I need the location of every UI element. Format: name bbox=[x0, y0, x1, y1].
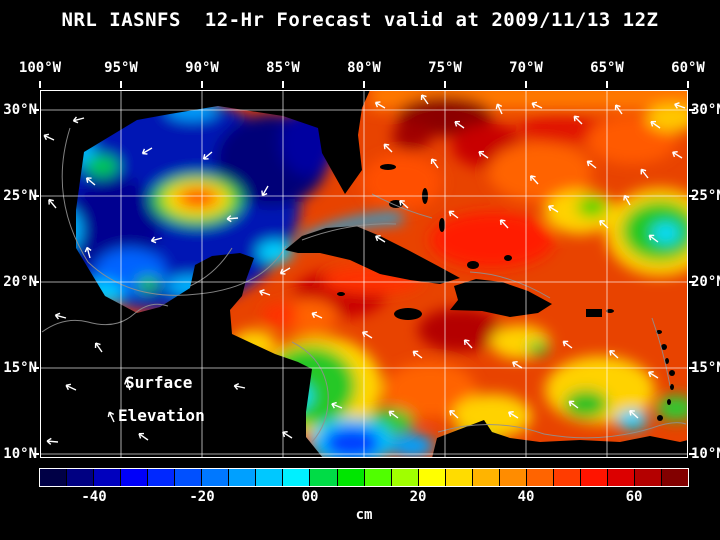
colorbar-tick-label: -40 bbox=[81, 489, 107, 505]
land-bahamas bbox=[504, 255, 512, 261]
land-virgin-islands bbox=[606, 309, 614, 313]
colorbar-unit-label: cm bbox=[355, 507, 373, 523]
colorbar-segment bbox=[553, 469, 580, 486]
colorbar-tick-label: 60 bbox=[625, 489, 643, 505]
colorbar-segment bbox=[256, 469, 283, 486]
lon-label: 70°W bbox=[509, 60, 543, 76]
lat-label: 25°N bbox=[3, 188, 37, 204]
lat-label: 10°N bbox=[691, 446, 720, 462]
lat-label: 15°N bbox=[691, 360, 720, 376]
axis-tick bbox=[444, 81, 446, 88]
lon-label: 60°W bbox=[671, 60, 705, 76]
lon-label: 95°W bbox=[104, 60, 138, 76]
colorbar-segment bbox=[662, 469, 689, 486]
axis-tick bbox=[525, 81, 527, 88]
page-title: NRL IASNFS 12-Hr Forecast valid at 2009/… bbox=[61, 9, 659, 31]
lat-label: 10°N bbox=[3, 446, 37, 462]
colorbar-segment bbox=[202, 469, 229, 486]
land-cuba bbox=[285, 226, 460, 284]
axis-tick bbox=[33, 453, 39, 455]
axis-tick bbox=[282, 81, 284, 88]
land-antilles bbox=[657, 415, 663, 421]
plot-frame bbox=[40, 90, 688, 458]
map-plot: Surface Elevation bbox=[24, 82, 714, 466]
axis-tick bbox=[689, 195, 695, 197]
colorbar-segment bbox=[418, 469, 445, 486]
lon-label: 80°W bbox=[347, 60, 381, 76]
colorbar-segment bbox=[635, 469, 662, 486]
land-antilles bbox=[667, 399, 671, 405]
colorbar-segment bbox=[445, 469, 472, 486]
axis-tick bbox=[363, 81, 365, 88]
colorbar-segment bbox=[148, 469, 175, 486]
lat-label: 30°N bbox=[3, 102, 37, 118]
colorbar-segment bbox=[364, 469, 391, 486]
lon-label: 85°W bbox=[266, 60, 300, 76]
axis-tick bbox=[606, 81, 608, 88]
land-hispaniola bbox=[450, 279, 552, 317]
colorbar-segment bbox=[580, 469, 607, 486]
axis-tick bbox=[689, 367, 695, 369]
colorbar-segment bbox=[283, 469, 310, 486]
land-bahamas bbox=[439, 218, 445, 232]
axis-tick bbox=[689, 109, 695, 111]
colorbar-segment bbox=[391, 469, 418, 486]
lat-label: 30°N bbox=[691, 102, 720, 118]
land-puerto-rico bbox=[586, 309, 602, 317]
colorbar-segment bbox=[607, 469, 635, 486]
axis-tick bbox=[39, 81, 41, 88]
land-bahamas bbox=[380, 164, 396, 170]
colorbar-segment bbox=[94, 469, 121, 486]
lon-label: 75°W bbox=[428, 60, 462, 76]
colorbar-segment bbox=[40, 469, 67, 486]
land-north-central-america bbox=[40, 90, 370, 458]
land-antilles bbox=[669, 370, 675, 376]
colorbar-tick-label: 20 bbox=[409, 489, 427, 505]
colorbar-segment bbox=[175, 469, 202, 486]
lat-label: 15°N bbox=[3, 360, 37, 376]
lon-label: 65°W bbox=[590, 60, 624, 76]
land-cayman bbox=[337, 292, 345, 296]
axis-tick bbox=[33, 281, 39, 283]
axis-tick bbox=[687, 81, 689, 88]
land-antilles bbox=[670, 384, 674, 390]
lat-label: 20°N bbox=[3, 274, 37, 290]
annotation-surface: Surface bbox=[125, 373, 192, 392]
land-masses bbox=[40, 90, 688, 458]
colorbar-segment bbox=[229, 469, 256, 486]
land-antilles bbox=[661, 344, 667, 350]
land-antilles bbox=[665, 358, 669, 364]
land-jamaica bbox=[394, 308, 422, 320]
colorbar-tick-label: 40 bbox=[517, 489, 535, 505]
axis-tick bbox=[33, 195, 39, 197]
axis-tick bbox=[689, 453, 695, 455]
annotation-elevation: Elevation bbox=[118, 406, 205, 425]
axis-tick bbox=[33, 109, 39, 111]
colorbar-tick-label: -20 bbox=[189, 489, 215, 505]
colorbar-segment bbox=[67, 469, 94, 486]
contour-lines bbox=[41, 127, 687, 443]
axis-tick bbox=[689, 281, 695, 283]
colorbar-segment bbox=[472, 469, 499, 486]
lat-label: 20°N bbox=[691, 274, 720, 290]
graticule bbox=[40, 90, 688, 458]
colorbar-segment bbox=[121, 469, 148, 486]
ssh-map-svg: Surface Elevation bbox=[24, 82, 714, 466]
colorbar-segment bbox=[526, 469, 553, 486]
lat-label: 25°N bbox=[691, 188, 720, 204]
colorbar-segment bbox=[337, 469, 364, 486]
axis-tick bbox=[201, 81, 203, 88]
land-bahamas bbox=[467, 261, 479, 269]
lon-label: 100°W bbox=[18, 60, 62, 76]
colorbar-tick-label: 00 bbox=[301, 489, 319, 505]
colorbar-swatches bbox=[39, 468, 689, 487]
land-south-america bbox=[432, 420, 688, 458]
colorbar-segment bbox=[499, 469, 526, 486]
axis-tick bbox=[33, 367, 39, 369]
colorbar-segment bbox=[310, 469, 337, 486]
lon-label: 90°W bbox=[185, 60, 219, 76]
axis-tick bbox=[120, 81, 122, 88]
